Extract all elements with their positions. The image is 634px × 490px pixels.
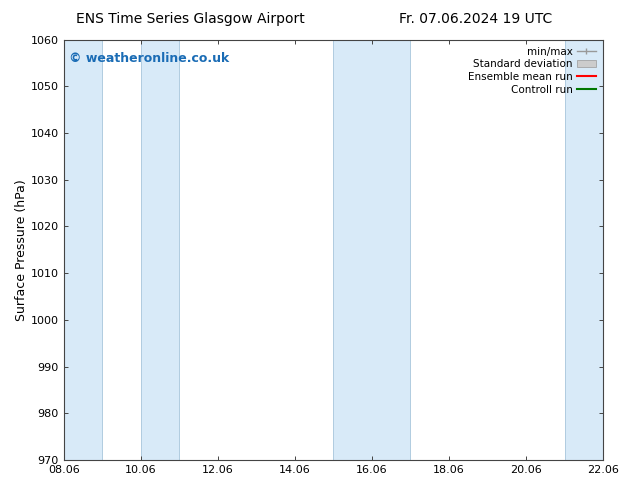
Text: © weatheronline.co.uk: © weatheronline.co.uk (69, 52, 230, 65)
Bar (64, 40, 102, 460)
Legend: min/max, Standard deviation, Ensemble mean run, Controll run: min/max, Standard deviation, Ensemble me… (466, 45, 598, 97)
Bar (141, 40, 179, 460)
Bar (333, 40, 410, 460)
Text: Fr. 07.06.2024 19 UTC: Fr. 07.06.2024 19 UTC (399, 12, 552, 26)
Y-axis label: Surface Pressure (hPa): Surface Pressure (hPa) (15, 179, 28, 321)
Bar (564, 40, 603, 460)
Text: ENS Time Series Glasgow Airport: ENS Time Series Glasgow Airport (76, 12, 304, 26)
